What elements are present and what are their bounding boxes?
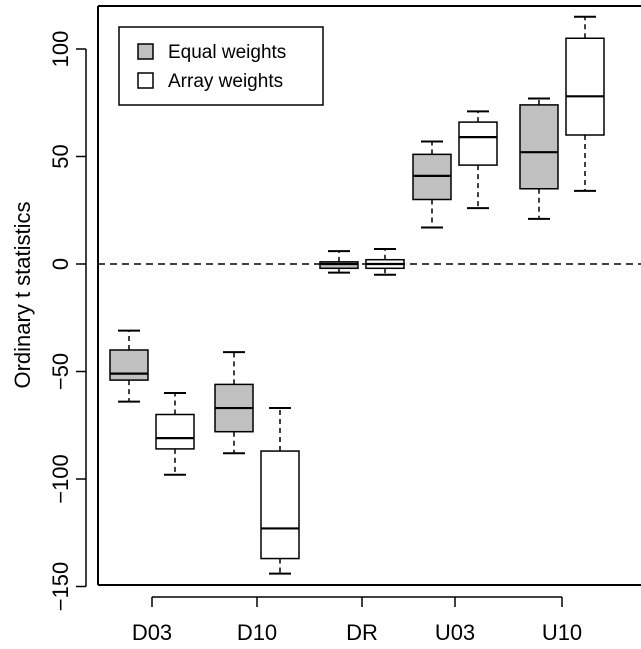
boxes-group bbox=[109, 15, 605, 575]
box-d10-equal-weights bbox=[214, 351, 254, 455]
y-tick-label: −100 bbox=[48, 454, 73, 504]
box-dr-array-weights bbox=[365, 247, 405, 276]
y-tick-label: 0 bbox=[48, 258, 73, 270]
box-iqr bbox=[565, 37, 605, 136]
box-iqr bbox=[155, 413, 195, 450]
y-tick-label: −150 bbox=[48, 562, 73, 612]
y-tick-label: −50 bbox=[48, 353, 73, 390]
x-tick-label-d10: D10 bbox=[237, 620, 277, 645]
y-tick-label: 100 bbox=[48, 31, 73, 68]
legend-swatch-array-weights bbox=[137, 72, 154, 89]
box-u03-array-weights bbox=[458, 110, 498, 210]
box-d10-array-weights bbox=[260, 407, 300, 575]
y-axis-title: Ordinary t statistics bbox=[10, 201, 35, 388]
x-tick-label-dr: DR bbox=[346, 620, 378, 645]
x-axis: D03 D10 DR U03 U10 bbox=[132, 596, 582, 645]
legend-label-equal-weights: Equal weights bbox=[168, 42, 286, 63]
box-dr-equal-weights bbox=[319, 250, 359, 274]
x-tick-label-u10: U10 bbox=[542, 620, 582, 645]
box-u03-equal-weights bbox=[412, 140, 452, 229]
x-tick-label-u03: U03 bbox=[435, 620, 475, 645]
x-tick-label-d03: D03 bbox=[132, 620, 172, 645]
legend-border bbox=[118, 26, 324, 106]
legend-swatch-equal-weights bbox=[137, 43, 154, 60]
box-iqr bbox=[109, 349, 149, 381]
box-iqr bbox=[519, 104, 559, 190]
box-u10-array-weights bbox=[565, 15, 605, 192]
box-iqr bbox=[260, 450, 300, 560]
box-d03-equal-weights bbox=[109, 329, 149, 403]
box-d03-array-weights bbox=[155, 392, 195, 476]
y-axis: −150 −100 −50 0 50 100 bbox=[48, 31, 87, 612]
legend: Equal weights Array weights bbox=[118, 26, 324, 106]
plot-area-frame bbox=[97, 5, 641, 586]
box-u10-equal-weights bbox=[519, 97, 559, 220]
legend-label-array-weights: Array weights bbox=[168, 71, 283, 92]
box-iqr bbox=[458, 121, 498, 166]
y-tick-label: 50 bbox=[48, 144, 73, 168]
